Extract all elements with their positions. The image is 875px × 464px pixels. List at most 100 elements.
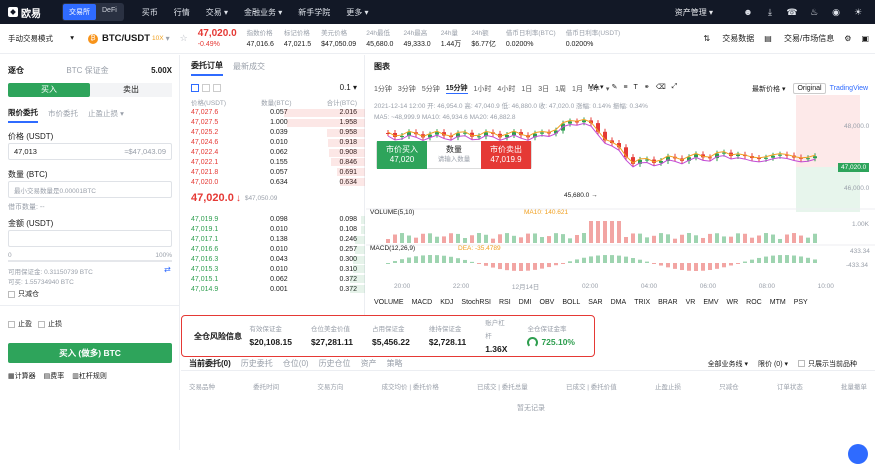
indicator-tab[interactable]: OBV xyxy=(539,299,555,306)
pair-name[interactable]: BTC/USDT xyxy=(102,33,151,44)
interval-tab[interactable]: 1分钟 xyxy=(374,85,392,93)
ask-row[interactable]: 47,020.0 0.634 0.634 xyxy=(181,177,365,187)
transfer-icon[interactable]: ⇄ xyxy=(164,265,171,274)
amount-input[interactable]: 最小交易数量是0.00001BTC xyxy=(8,181,172,198)
tab-tp-sl[interactable]: 止盈止损 ▾ xyxy=(88,109,124,118)
interval-tab[interactable]: 1日 xyxy=(521,85,533,93)
indicator-tab[interactable]: VOLUME xyxy=(374,299,404,306)
globe-icon[interactable]: ◉ xyxy=(832,6,840,17)
leverage-select[interactable]: 5.00X xyxy=(151,65,172,75)
star-icon[interactable]: ☆ xyxy=(179,33,188,43)
reduce-checkbox[interactable] xyxy=(8,290,15,298)
indicator-tab[interactable]: EMV xyxy=(703,299,719,306)
interval-tab[interactable]: 5分钟 xyxy=(421,85,440,93)
tab-order-history[interactable]: 历史委托 xyxy=(240,359,273,368)
current-only-toggle[interactable]: 只展示当前品种 xyxy=(798,359,867,369)
interval-tab[interactable]: 1月 xyxy=(572,85,583,93)
tp-option[interactable]: 止盈 xyxy=(8,319,32,329)
market-sell-button[interactable]: 市价卖出 47,019.9 xyxy=(481,141,531,169)
kline-chart[interactable] xyxy=(366,95,875,315)
indicator-tab[interactable]: PSY xyxy=(793,299,808,306)
ask-row[interactable]: 47,021.8 0.057 0.691 xyxy=(181,167,365,177)
market-buy-button[interactable]: 市价买入 47,020 xyxy=(377,141,427,169)
sell-tab[interactable]: 卖出 xyxy=(90,83,172,97)
trash-icon[interactable]: ⌫ xyxy=(655,84,666,91)
view-tradingview[interactable]: TradingView xyxy=(829,85,869,92)
fibonacci-icon[interactable]: ≡ xyxy=(623,83,628,91)
ask-row[interactable]: 47,022.4 0.062 0.908 xyxy=(181,148,365,158)
headset-icon[interactable]: ☎ xyxy=(786,6,798,17)
order-type-filter[interactable]: 限价 (0) ▾ xyxy=(758,360,788,368)
business-filter[interactable]: 全部业务线 ▾ xyxy=(707,360,749,368)
trade-mode-select[interactable]: 手动交易模式 ▾ xyxy=(8,33,74,44)
bid-row[interactable]: 47,019.1 0.010 0.108 xyxy=(181,225,365,235)
current-only-checkbox[interactable] xyxy=(798,360,805,367)
tab-positions[interactable]: 仓位(0) xyxy=(282,359,309,368)
calculator-link[interactable]: 计算器 xyxy=(14,373,36,380)
amount-slider[interactable] xyxy=(8,260,172,262)
bid-row[interactable]: 47,017.1 0.138 0.246 xyxy=(181,235,365,245)
ask-row[interactable]: 47,022.1 0.155 0.846 xyxy=(181,157,365,167)
submit-buy-button[interactable]: 买入 (做多) BTC xyxy=(8,343,172,363)
ask-row[interactable]: 47,025.2 0.039 0.958 xyxy=(181,128,365,138)
indicator-tab[interactable]: MTM xyxy=(769,299,786,306)
user-icon[interactable]: ☻ xyxy=(743,7,753,17)
chevron-down-icon[interactable]: ▾ xyxy=(165,34,170,43)
fee-link[interactable]: 费率 xyxy=(50,373,65,380)
expand-icon[interactable]: ⤢ xyxy=(671,83,678,90)
link-icon[interactable]: ⚭ xyxy=(643,84,650,91)
bid-row[interactable]: 47,019.9 0.098 0.098 xyxy=(181,215,365,225)
bid-row[interactable]: 47,016.6 0.010 0.257 xyxy=(181,245,365,255)
indicator-tab[interactable]: BRAR xyxy=(658,299,678,306)
tab-limit[interactable]: 限价委托 xyxy=(8,107,38,123)
interval-tab[interactable]: 1小时 xyxy=(473,85,492,93)
price-type-select[interactable]: 最新价格 ▾ xyxy=(752,85,786,93)
switch-defi[interactable]: DeFi xyxy=(102,7,117,14)
indicator-tab[interactable]: BOLL xyxy=(562,299,581,306)
interval-tab[interactable]: 1年 xyxy=(588,85,600,93)
tab-current-orders[interactable]: 当前委托(0) xyxy=(189,359,231,368)
view-both-icon[interactable] xyxy=(191,83,199,92)
qty-input[interactable]: 数量 请输入数量 xyxy=(427,145,481,165)
bid-row[interactable]: 47,014.9 0.001 0.372 xyxy=(181,284,365,294)
trade-data-link[interactable]: ⇅ 交易数据 xyxy=(703,34,755,43)
book-step-select[interactable]: 0.1 ▾ xyxy=(339,83,357,92)
indicator-tab[interactable]: VR xyxy=(685,299,696,306)
sl-checkbox[interactable] xyxy=(38,320,45,328)
theme-icon[interactable]: ☀ xyxy=(853,6,863,17)
margin-mode-select[interactable]: 逐仓 xyxy=(8,65,24,75)
tab-order-book[interactable]: 委托订单 xyxy=(191,60,223,76)
nav-academy[interactable]: 新手学院 xyxy=(298,7,331,17)
interval-tab[interactable]: 15分钟 xyxy=(445,85,468,94)
asset-management[interactable]: 资产管理 ▾ xyxy=(674,7,713,17)
interval-tab[interactable]: 3日 xyxy=(538,85,550,93)
nav-buy-crypto[interactable]: 买币 xyxy=(141,7,158,17)
view-asks-icon[interactable] xyxy=(213,83,221,92)
indicator-tab[interactable]: SAR xyxy=(588,299,603,306)
indicator-tab[interactable]: StochRSI xyxy=(461,299,491,306)
interval-tab[interactable]: 4小时 xyxy=(497,85,516,93)
reduce-only[interactable]: 只减仓 xyxy=(8,289,39,299)
tab-strategy[interactable]: 策略 xyxy=(386,359,403,368)
interval-tab[interactable]: ▾ xyxy=(605,85,610,93)
logo[interactable]: 欧易 xyxy=(8,5,54,20)
indicator-tab[interactable]: ROC xyxy=(746,299,762,306)
indicator-tab[interactable]: MACD xyxy=(411,299,433,306)
bid-row[interactable]: 47,015.1 0.062 0.372 xyxy=(181,274,365,284)
calculator-icon[interactable]: ▦ xyxy=(8,373,15,380)
text-icon[interactable]: T xyxy=(633,83,638,91)
settings-icon[interactable]: ⚙ xyxy=(844,34,852,43)
tab-latest-trades[interactable]: 最新成交 xyxy=(233,62,265,71)
bid-row[interactable]: 47,015.3 0.010 0.310 xyxy=(181,264,365,274)
view-bids-icon[interactable] xyxy=(202,83,210,92)
interval-tab[interactable]: 1周 xyxy=(555,85,567,93)
indicator-tab[interactable]: RSI xyxy=(499,299,511,306)
buy-tab[interactable]: 买入 xyxy=(8,83,90,97)
ask-row[interactable]: 47,027.6 0.057 2.016 xyxy=(181,108,365,118)
market-info-link[interactable]: ▤ 交易/市场信息 xyxy=(764,34,835,43)
indicator-tab[interactable]: KDJ xyxy=(440,299,454,306)
fee-icon[interactable]: ▤ xyxy=(43,373,51,380)
nav-trade[interactable]: 交易 ▾ xyxy=(205,7,229,17)
leverage-rule-link[interactable]: 杠杆规则 xyxy=(78,373,107,380)
tab-position-history[interactable]: 历史仓位 xyxy=(318,359,351,368)
